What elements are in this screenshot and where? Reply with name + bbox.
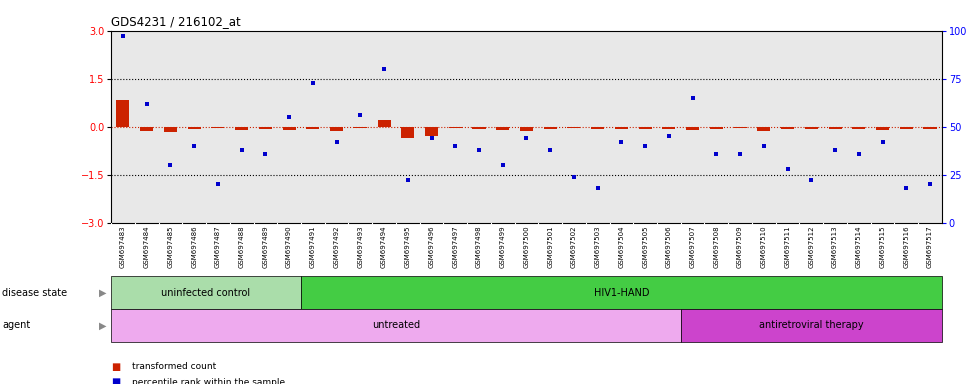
Bar [354, 127, 367, 128]
Bar [140, 127, 154, 131]
Text: GSM697490: GSM697490 [286, 225, 292, 268]
Text: uninfected control: uninfected control [161, 288, 250, 298]
Bar [283, 127, 296, 130]
Bar [497, 127, 509, 130]
Bar [876, 127, 889, 130]
Text: GSM697515: GSM697515 [879, 225, 886, 268]
Text: GSM697514: GSM697514 [856, 225, 862, 268]
Bar [567, 127, 581, 128]
Bar [781, 127, 794, 129]
Text: GSM697497: GSM697497 [452, 225, 458, 268]
Text: GSM697485: GSM697485 [167, 225, 174, 268]
Text: GSM697510: GSM697510 [761, 225, 767, 268]
Bar [330, 127, 343, 131]
Text: GSM697491: GSM697491 [310, 225, 316, 268]
Text: GSM697484: GSM697484 [144, 225, 150, 268]
Bar [117, 99, 129, 127]
Text: untreated: untreated [372, 320, 420, 331]
Text: ▶: ▶ [99, 320, 106, 331]
Text: ■: ■ [111, 362, 121, 372]
Text: GSM697494: GSM697494 [381, 225, 387, 268]
Bar [425, 127, 438, 136]
Bar [449, 127, 462, 128]
Bar [686, 127, 699, 130]
Bar [899, 127, 913, 129]
Text: GDS4231 / 216102_at: GDS4231 / 216102_at [111, 15, 241, 28]
Text: GSM697498: GSM697498 [476, 225, 482, 268]
Text: GSM697495: GSM697495 [405, 225, 411, 268]
Bar [615, 127, 628, 129]
Text: GSM697509: GSM697509 [737, 225, 743, 268]
Text: GSM697504: GSM697504 [618, 225, 624, 268]
Text: GSM697517: GSM697517 [927, 225, 933, 268]
Bar [639, 127, 652, 129]
Text: percentile rank within the sample: percentile rank within the sample [132, 377, 286, 384]
Bar [663, 127, 675, 129]
Text: GSM697512: GSM697512 [809, 225, 814, 268]
Text: GSM697513: GSM697513 [832, 225, 838, 268]
Bar [306, 127, 320, 129]
Text: GSM697516: GSM697516 [903, 225, 909, 268]
Text: GSM697488: GSM697488 [239, 225, 244, 268]
Bar [212, 127, 224, 128]
Bar [544, 127, 556, 129]
Text: GSM697492: GSM697492 [333, 225, 340, 268]
Text: ▶: ▶ [99, 288, 106, 298]
Text: GSM697487: GSM697487 [214, 225, 221, 268]
Text: GSM697489: GSM697489 [263, 225, 269, 268]
Bar [164, 127, 177, 132]
Bar [401, 127, 414, 138]
Bar [923, 127, 936, 129]
Text: GSM697506: GSM697506 [666, 225, 672, 268]
Text: ■: ■ [111, 377, 121, 384]
Bar [733, 127, 747, 128]
Bar [472, 127, 486, 129]
Bar [757, 127, 770, 131]
Text: agent: agent [2, 320, 30, 331]
Text: GSM697502: GSM697502 [571, 225, 577, 268]
Bar [591, 127, 604, 129]
Text: GSM697508: GSM697508 [713, 225, 720, 268]
Text: antiretroviral therapy: antiretroviral therapy [759, 320, 864, 331]
Text: GSM697483: GSM697483 [120, 225, 126, 268]
Text: GSM697501: GSM697501 [547, 225, 554, 268]
Text: GSM697503: GSM697503 [595, 225, 601, 268]
Bar [520, 127, 533, 131]
Text: GSM697499: GSM697499 [499, 225, 506, 268]
Text: GSM697511: GSM697511 [784, 225, 790, 268]
Text: GSM697500: GSM697500 [524, 225, 529, 268]
Text: GSM697496: GSM697496 [429, 225, 435, 268]
Text: disease state: disease state [2, 288, 67, 298]
Bar [805, 127, 818, 129]
Bar [852, 127, 866, 129]
Bar [259, 127, 271, 129]
Text: GSM697507: GSM697507 [690, 225, 696, 268]
Bar [187, 127, 201, 129]
Bar [710, 127, 723, 129]
Text: transformed count: transformed count [132, 362, 216, 371]
Text: GSM697486: GSM697486 [191, 225, 197, 268]
Bar [378, 120, 390, 127]
Text: HIV1-HAND: HIV1-HAND [594, 288, 649, 298]
Bar [829, 127, 841, 129]
Bar [235, 127, 248, 130]
Text: GSM697505: GSM697505 [642, 225, 648, 268]
Text: GSM697493: GSM697493 [357, 225, 363, 268]
